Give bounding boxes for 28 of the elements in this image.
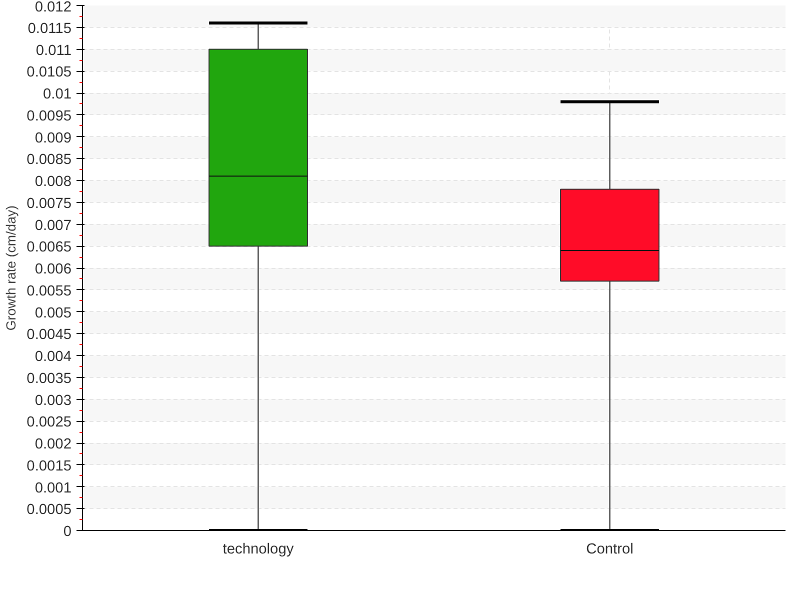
y-tick-label: 0.006 — [34, 262, 72, 278]
y-tick-label: 0.0075 — [26, 196, 72, 212]
y-tick-label: 0.008 — [34, 174, 72, 190]
y-tick-label: 0.011 — [36, 42, 72, 59]
y-tick-label: 0.01 — [42, 86, 72, 102]
y-tick-label: 0.0115 — [28, 20, 72, 37]
y-tick-label: 0.007 — [34, 218, 72, 234]
y-tick-label: 0.0085 — [26, 152, 72, 168]
x-tick-label: technology — [222, 542, 294, 558]
y-tick-label: 0.0065 — [26, 240, 72, 256]
y-axis-title: Growth rate (cm/day) — [4, 205, 19, 331]
y-tick-label: 0.0055 — [26, 283, 72, 300]
y-tick-label: 0.012 — [34, 0, 72, 16]
y-tick-label: 0.0035 — [26, 370, 72, 387]
y-tick-label: 0 — [63, 524, 72, 540]
y-tick-label: 0.004 — [34, 349, 72, 365]
y-tick-label: 0.002 — [34, 436, 72, 452]
y-tick-label: 0.001 — [34, 480, 72, 496]
y-tick-label: 0.0105 — [26, 64, 72, 81]
y-tick-label: 0.005 — [34, 305, 72, 322]
x-tick-label: Control — [586, 542, 634, 558]
y-tick-label: 0.003 — [34, 392, 72, 409]
y-tick-label: 0.0015 — [26, 458, 72, 474]
y-tick-label: 0.009 — [34, 130, 72, 146]
y-tick-label: 0.0095 — [26, 108, 72, 124]
y-tick-label: 0.0025 — [26, 414, 72, 431]
y-tick-label: 0.0005 — [26, 502, 72, 518]
y-tick-label: 0.0045 — [26, 327, 72, 344]
